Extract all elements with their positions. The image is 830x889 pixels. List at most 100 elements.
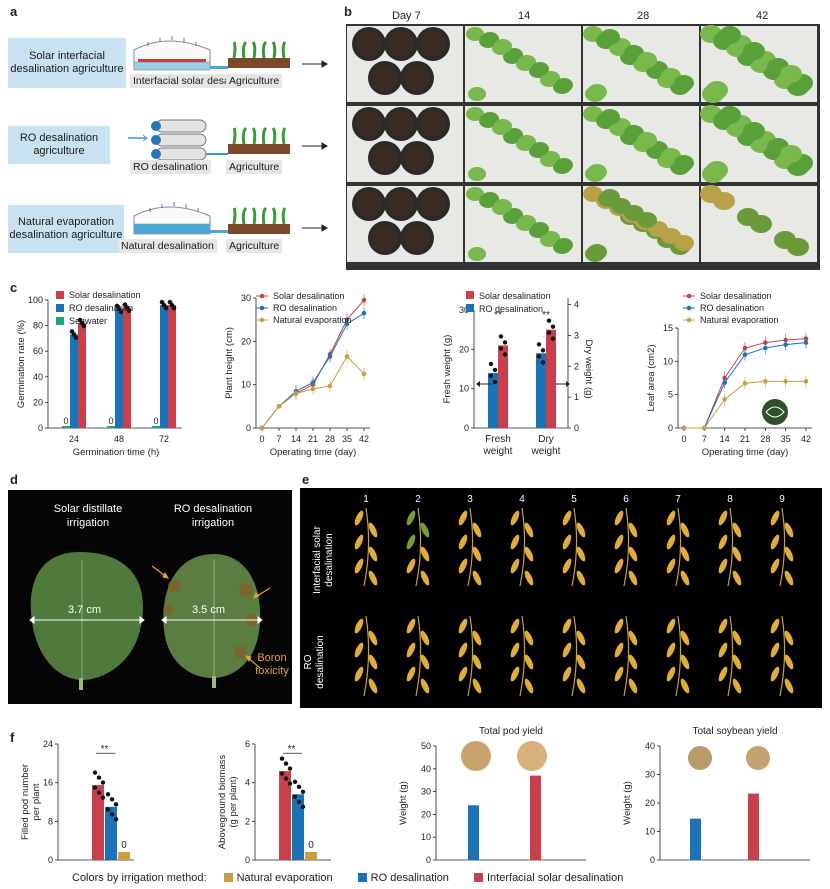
- leaf-ytick-label: 0: [668, 423, 673, 433]
- stem-icon: [779, 615, 786, 697]
- leaf-point: [742, 381, 748, 386]
- pod-icon: [510, 618, 520, 634]
- pods-point: [113, 817, 119, 822]
- pod-icon: [524, 570, 534, 586]
- biomass-point: [287, 766, 293, 771]
- leaf-icon: [468, 167, 486, 181]
- pod-icon: [666, 534, 676, 550]
- germination-point: [126, 308, 132, 313]
- biomass-zero-label: 0: [308, 840, 314, 851]
- healthy-leaf-icon: [30, 552, 143, 690]
- pod-icon: [458, 642, 468, 658]
- footer-ro: RO desalination: [370, 872, 449, 884]
- weight-point: [540, 348, 546, 353]
- pod-icon: [784, 522, 794, 538]
- pod-icon: [718, 510, 728, 526]
- biomass-point: [283, 761, 289, 766]
- pods-ytick-label: 24: [43, 739, 53, 749]
- weight-ytick-label: 0: [464, 423, 469, 433]
- pod-icon: [368, 654, 378, 670]
- biomass-point: [300, 789, 306, 794]
- pod-icon: [562, 558, 572, 574]
- weight-point: [502, 340, 508, 345]
- germination-point: [163, 305, 169, 311]
- weight-legend-swatch: [466, 291, 474, 299]
- pod-icon: [628, 654, 638, 670]
- biomass-point: [279, 771, 285, 776]
- leaf-icon: [787, 238, 809, 256]
- pods-ylabel: Filled pod number: [20, 764, 31, 840]
- height-point: [276, 404, 282, 409]
- pod-icon: [458, 558, 468, 574]
- pod-icon: [472, 678, 482, 694]
- pod-icon: [718, 666, 728, 682]
- pod-yield-title: Total pod yield: [479, 726, 543, 737]
- leaf-icon: [481, 192, 499, 206]
- germination-bar: [107, 426, 115, 428]
- pod-icon: [576, 654, 586, 670]
- soil-icon: [420, 31, 446, 57]
- pod-icon: [472, 630, 482, 646]
- leaf-icon: [719, 106, 741, 124]
- pod-icon: [510, 558, 520, 574]
- weight-point: [498, 346, 504, 351]
- pod-yield-ytick-label: 30: [421, 787, 431, 797]
- footer-prefix: Colors by irrigation method:: [72, 872, 207, 884]
- weight-point: [546, 318, 552, 323]
- leaf-icon: [494, 199, 512, 213]
- pod-icon: [562, 510, 572, 526]
- biomass-bar: [305, 852, 317, 860]
- stem-icon: [467, 615, 474, 697]
- leaf-icon: [600, 109, 620, 125]
- panel-label-c: c: [10, 280, 18, 295]
- caption-agriculture-2: Agriculture: [226, 160, 283, 174]
- pod-icon: [562, 666, 572, 682]
- pod-icon: [420, 654, 430, 670]
- biomass-ytick-label: 6: [245, 739, 250, 749]
- row-label-interfacial: Interfacial solar desalination: [312, 526, 335, 594]
- germination-legend-swatch: [56, 304, 64, 312]
- height-legend-label: Solar desalination: [273, 291, 345, 301]
- pods-point: [96, 790, 102, 795]
- pod-icon: [666, 510, 676, 526]
- pod-icon: [354, 666, 364, 682]
- leaf-ytick-label: 15: [663, 323, 673, 333]
- day-label-14: 14: [518, 10, 531, 22]
- crop-bed-2-icon: [228, 126, 290, 154]
- pod-yield-ytick-label: 20: [421, 809, 431, 819]
- stem-icon: [363, 507, 370, 587]
- weight-ytick-label: 30: [459, 305, 469, 315]
- germination-ytick-label: 40: [33, 372, 43, 382]
- leaf-icon: [466, 187, 484, 201]
- soil-icon: [372, 145, 398, 171]
- leaf-icon: [505, 208, 523, 222]
- biomass-bar: [292, 794, 304, 860]
- soil-icon: [388, 191, 414, 217]
- pod-icon: [368, 678, 378, 694]
- height-xtick-label: 7: [276, 434, 281, 444]
- leaf-icon: [531, 222, 549, 236]
- day-label-42: 42: [756, 10, 769, 22]
- leaf-legend-label: Solar desalination: [700, 291, 772, 301]
- height-xlabel: Operating time (day): [270, 447, 357, 458]
- leaf-point: [763, 379, 768, 384]
- pods-point: [100, 780, 106, 785]
- pod-yield-bar: [468, 805, 479, 860]
- soil-icon: [404, 225, 430, 251]
- pod-icon: [562, 642, 572, 658]
- biomass-point: [283, 776, 289, 781]
- swatch-solar: [474, 873, 483, 882]
- pod-icon: [628, 522, 638, 538]
- leaf-icon: [555, 238, 573, 252]
- leaf-icon: [600, 189, 620, 205]
- soil-icon: [388, 31, 414, 57]
- germination-point: [81, 323, 87, 329]
- footer-natural: Natural evaporation: [236, 872, 333, 884]
- height-legend-marker: [259, 293, 265, 299]
- pods-point: [109, 812, 115, 817]
- weight-point: [540, 360, 546, 365]
- pod-icon: [666, 666, 676, 682]
- harvest-photo-icon: [746, 746, 770, 770]
- arrow-icon: [302, 60, 328, 232]
- germination-bar: [70, 334, 78, 428]
